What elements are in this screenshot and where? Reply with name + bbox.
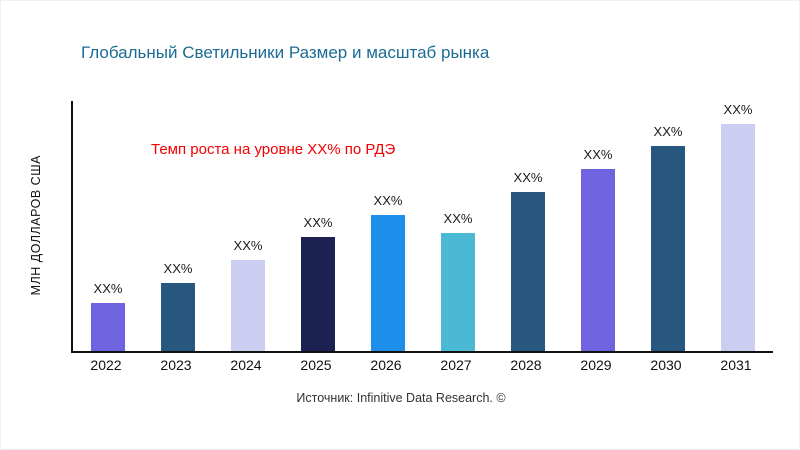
bar-column-2025: XX%: [283, 101, 353, 351]
bar-value-label: XX%: [233, 238, 263, 254]
x-tick-label-2026: 2026: [370, 357, 402, 373]
x-tick-label-2030: 2030: [650, 357, 682, 373]
plot-area: XX% XX% XX% XX% XX% XX% XX% XX% XX% XX% Темп рост…: [71, 101, 773, 353]
x-tick-label-2031: 2031: [720, 357, 752, 373]
bar-column-2022: XX%: [73, 101, 143, 351]
bar-value-label: XX%: [583, 147, 613, 163]
source-attribution: Источник: Infinitive Data Research. ©: [296, 391, 506, 405]
bar-column-2024: XX%: [213, 101, 283, 351]
bar-2022: [91, 303, 125, 351]
bar-value-label: XX%: [653, 124, 683, 140]
x-tick-label-2024: 2024: [230, 357, 262, 373]
bar-2026: [371, 214, 405, 351]
bar-value-label: XX%: [303, 215, 333, 231]
bar-column-2028: XX%: [493, 101, 563, 351]
y-axis-label: МЛН ДОЛЛАРОВ США: [29, 154, 43, 296]
x-tick-label-2027: 2027: [440, 357, 472, 373]
bar-value-label: XX%: [373, 192, 403, 208]
bar-value-label: XX%: [93, 281, 123, 297]
bar-2028: [511, 191, 545, 351]
bar-column-2026: XX%: [353, 101, 423, 351]
bar-value-label: XX%: [513, 169, 543, 185]
x-tick-label-2022: 2022: [90, 357, 122, 373]
bars: XX% XX% XX% XX% XX% XX% XX% XX% XX% XX%: [73, 101, 773, 351]
bar-column-2023: XX%: [143, 101, 213, 351]
bar-column-2031: XX%: [703, 101, 773, 351]
bar-value-label: XX%: [163, 260, 193, 276]
bar-value-label: XX%: [443, 210, 473, 226]
bar-2025: [301, 237, 335, 351]
growth-rate-annotation: Темп роста на уровне XX% по РДЭ: [151, 141, 396, 158]
chart-title: Глобальный Светильники Размер и масштаб …: [81, 43, 490, 62]
bar-column-2030: XX%: [633, 101, 703, 351]
bar-2029: [581, 169, 615, 351]
y-axis-label-container: МЛН ДОЛЛАРОВ США: [25, 99, 47, 351]
x-tick-label-2025: 2025: [300, 357, 332, 373]
x-tick-label-2028: 2028: [510, 357, 542, 373]
bar-2027: [441, 232, 475, 351]
bar-column-2029: XX%: [563, 101, 633, 351]
x-tick-label-2029: 2029: [580, 357, 612, 373]
bar-2031: [721, 123, 755, 351]
x-tick-label-2023: 2023: [160, 357, 192, 373]
bar-value-label: XX%: [723, 101, 753, 117]
bar-2030: [651, 146, 685, 351]
bar-column-2027: XX%: [423, 101, 493, 351]
bar-2024: [231, 260, 265, 351]
bar-2023: [161, 282, 195, 351]
x-axis-tick-labels: 2022 2023 2024 2025 2026 2027 2028 2029 2030 2031: [71, 357, 771, 373]
